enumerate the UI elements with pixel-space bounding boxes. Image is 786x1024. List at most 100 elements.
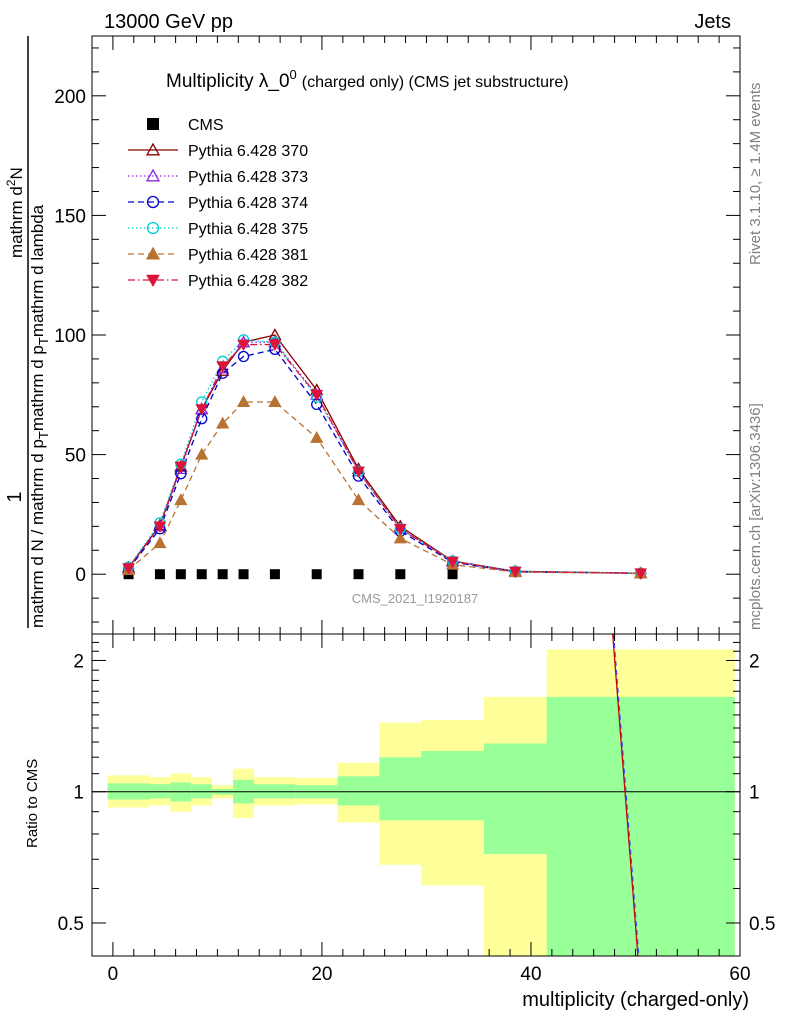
data-point	[508, 566, 522, 579]
ylabel-num-n: N	[7, 167, 26, 179]
legend-label: Pythia 6.428 374	[188, 195, 308, 212]
data-point	[351, 493, 366, 506]
data-point	[634, 568, 648, 580]
series-markers	[121, 328, 648, 580]
series-lines	[128, 334, 641, 575]
data-point	[196, 569, 207, 580]
data-point	[195, 404, 209, 416]
ratio-y-tick-label-left: 0.5	[58, 914, 84, 935]
y-tick-label: 50	[65, 446, 86, 467]
series-line	[128, 401, 641, 575]
legend-marker	[145, 142, 161, 156]
data-point	[310, 431, 324, 443]
analysis-watermark: CMS_2021_I1920187	[352, 591, 479, 606]
legend-label: CMS	[188, 117, 224, 134]
x-tick-label: 20	[311, 964, 332, 985]
data-point	[216, 361, 230, 374]
legend-marker	[146, 221, 160, 235]
main-axis-ticks	[91, 36, 741, 634]
ratio-y-tick-label-right: 2	[749, 651, 760, 672]
green-band-bin	[483, 743, 547, 854]
legend-item: Pythia 6.428 382	[128, 273, 308, 290]
data-point	[174, 461, 188, 474]
legend-marker	[145, 246, 161, 260]
legend-item: Pythia 6.428 375	[128, 221, 308, 238]
mcplots-label: mcplots.cern.ch [arXiv:1306.3436]	[747, 403, 764, 630]
ylabel-den-d: T	[36, 337, 51, 345]
ratio-y-tick-label-left: 2	[73, 651, 84, 672]
legend-marker	[147, 118, 159, 130]
chart-title-sup: 0	[290, 67, 297, 82]
ratio-axis-ticks	[91, 634, 741, 956]
header-right: Jets	[694, 11, 731, 33]
ratio-x-tick-labels: 0 20 40 60	[108, 964, 751, 985]
data-point	[238, 569, 249, 580]
chart-title: Multiplicity λ_00 (charged only) (CMS jet…	[166, 67, 569, 92]
data-point	[447, 569, 458, 580]
data-point	[195, 447, 209, 460]
chart-title-suffix: (charged only) (CMS jet substructure)	[302, 74, 569, 91]
green-band-bin	[546, 696, 735, 956]
ylabel-outer-num: 1	[4, 491, 26, 502]
y-tick-label: 150	[54, 206, 86, 227]
ylabel-num-sup: 2	[4, 179, 18, 186]
data-point	[237, 350, 250, 363]
ratio-steep-line	[612, 633, 640, 957]
ratio-y-axis-label: Ratio to CMS	[24, 759, 41, 848]
data-point	[393, 531, 407, 544]
legend-item: CMS	[147, 117, 224, 134]
data-point	[153, 536, 167, 549]
data-point	[237, 339, 250, 352]
data-point	[216, 416, 230, 429]
chart-title-main: Multiplicity λ_0	[166, 71, 290, 92]
legend-label: Pythia 6.428 375	[188, 221, 308, 238]
main-y-axis-label: 1 mathrm d N / mathrm d pTmathrm d pTmat…	[4, 36, 51, 628]
data-point	[353, 569, 364, 580]
data-point	[268, 395, 282, 408]
ylabel-inner-num: mathrm d2N	[4, 167, 26, 258]
ratio-y-tick-label-right: 1	[749, 783, 760, 804]
data-point	[122, 563, 135, 575]
data-point	[217, 569, 228, 580]
y-tick-label: 200	[54, 87, 86, 108]
data-point	[174, 493, 188, 506]
green-band-bin	[379, 757, 422, 821]
legend: CMS Pythia 6.428 370 Pythia 6.428 373 Pythi…	[128, 117, 308, 290]
legend-item: Pythia 6.428 370	[128, 142, 308, 160]
x-tick-label: 40	[520, 964, 541, 985]
legend-item: Pythia 6.428 381	[128, 246, 308, 264]
data-point	[153, 521, 167, 533]
data-point	[269, 569, 280, 580]
legend-label: Pythia 6.428 370	[188, 143, 308, 160]
ratio-y-tick-label-left: 1	[73, 783, 84, 804]
data-point	[352, 466, 365, 478]
legend-marker	[146, 195, 160, 209]
x-axis-label: multiplicity (charged-only)	[522, 989, 749, 1011]
legend-label: Pythia 6.428 381	[188, 247, 308, 264]
data-point	[216, 364, 230, 376]
ylabel-den-a: mathrm d N / mathrm d p	[28, 439, 47, 628]
legend-label: Pythia 6.428 382	[188, 273, 308, 290]
data-point	[311, 569, 322, 580]
ylabel-num-line: mathrm d	[7, 186, 26, 258]
ratio-line-red	[612, 633, 639, 957]
ratio-y-tick-label-right: 0.5	[749, 914, 775, 935]
legend-label: Pythia 6.428 373	[188, 169, 308, 186]
ylabel-den-e: mathrm d lambda	[28, 204, 47, 337]
data-point	[175, 569, 186, 580]
ratio-y-tick-labels: 0.5 0.5 1 1 2 2	[58, 651, 776, 935]
data-point	[393, 523, 407, 536]
ylabel-outer-den: mathrm d N / mathrm d pTmathrm d pTmathr…	[28, 204, 51, 628]
rivet-label: Rivet 3.1.10, ≥ 1.4M events	[747, 83, 764, 266]
data-point	[395, 569, 406, 580]
y-tick-label: 100	[54, 326, 86, 347]
green-band-bin	[421, 750, 484, 821]
series-line	[128, 334, 641, 574]
legend-item: Pythia 6.428 374	[128, 195, 308, 212]
x-tick-label: 0	[108, 964, 119, 985]
x-tick-label: 60	[729, 964, 750, 985]
ylabel-den-c: mathrm d p	[28, 345, 47, 431]
data-point	[216, 361, 229, 373]
ratio-bands	[107, 649, 735, 956]
data-point	[154, 569, 165, 580]
